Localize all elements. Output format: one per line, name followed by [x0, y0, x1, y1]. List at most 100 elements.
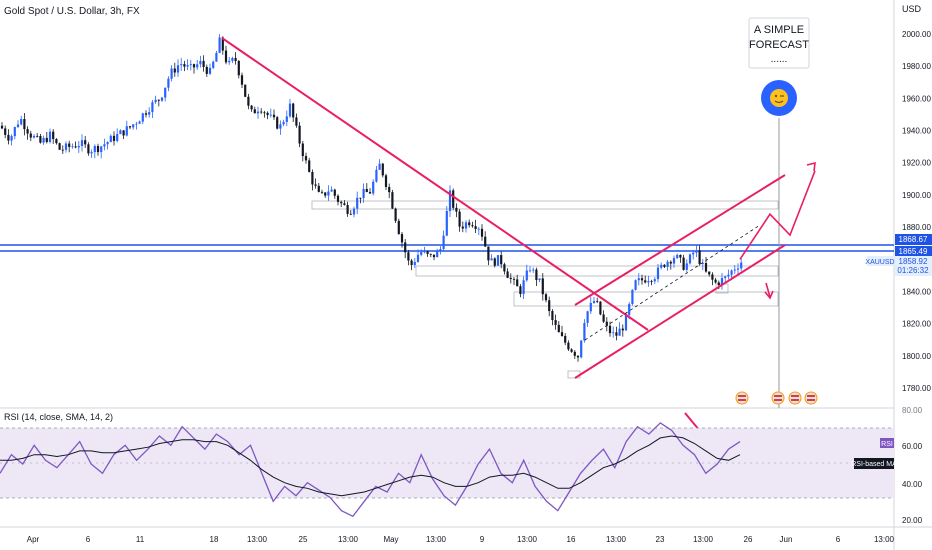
channel-lower-line[interactable] — [574, 244, 786, 379]
lower-level-badge — [895, 246, 932, 257]
candle-body — [128, 126, 132, 128]
candle-body — [26, 129, 29, 134]
candle-body — [695, 250, 698, 253]
candle-body — [477, 228, 480, 230]
candle-body — [397, 220, 400, 235]
candle-body — [282, 121, 285, 125]
time-tick-label: 6 — [836, 535, 841, 544]
us-flag-icon[interactable] — [788, 391, 802, 405]
forecast-callout: A SIMPLE FORECAST ...... — [748, 17, 810, 116]
candle-body — [586, 311, 589, 323]
forecast-line-3: ...... — [771, 54, 788, 65]
rsi-value-badge — [880, 438, 894, 448]
candle-body — [55, 139, 58, 144]
candle-body — [628, 303, 631, 315]
candle-body — [221, 37, 224, 51]
candle-body — [474, 226, 477, 230]
candle-body — [484, 236, 487, 247]
candle-body — [410, 260, 413, 266]
candle-body — [685, 263, 688, 270]
candle-body — [362, 188, 365, 198]
candle-body — [240, 75, 244, 85]
candle-body — [176, 65, 180, 73]
candle-body — [381, 163, 384, 176]
channel-midline — [584, 224, 761, 341]
candle-body — [493, 258, 496, 266]
candle-body — [288, 103, 292, 117]
candle-body — [551, 311, 554, 321]
candle-body — [116, 134, 119, 141]
candle-body — [500, 255, 503, 265]
candle-body — [448, 190, 452, 211]
candle-body — [256, 111, 260, 114]
candle-body — [624, 314, 628, 331]
candle-body — [218, 37, 221, 53]
candle-body — [557, 324, 560, 333]
candle-body — [263, 112, 266, 114]
candle-body — [349, 213, 352, 215]
candle-body — [122, 130, 125, 136]
candle-body — [420, 252, 423, 255]
candle-body — [352, 208, 356, 215]
candle-body — [653, 279, 656, 282]
zone-rectangle — [311, 200, 779, 210]
us-flag-icon[interactable] — [771, 391, 785, 405]
time-tick-label: 13:00 — [517, 535, 538, 544]
candle-body — [276, 117, 279, 129]
candle-body — [157, 99, 160, 101]
candle-body — [308, 160, 311, 172]
current-price-value: 1858.92 — [899, 257, 928, 266]
candle-body — [650, 281, 653, 282]
candle-body — [359, 197, 362, 199]
candle-body — [208, 67, 212, 74]
candle-body — [512, 278, 516, 280]
candle-body — [621, 328, 624, 331]
rsi-ma-line — [0, 435, 741, 497]
price-axis: 2000.00 1980.00 1960.00 1940.00 1920.00 1900.… — [902, 30, 931, 393]
candle-body — [509, 277, 512, 279]
candle-body — [634, 280, 637, 290]
candle-body — [320, 191, 324, 193]
candle-body — [596, 301, 599, 302]
price-tick-label: 1960.00 — [902, 94, 931, 103]
chart-title: Gold Spot / U.S. Dollar, 3h, FX — [4, 6, 140, 17]
candle-body — [384, 175, 388, 187]
us-flag-icon[interactable] — [735, 391, 749, 405]
candle-body — [644, 280, 647, 283]
candle-body — [250, 105, 253, 110]
candle-body — [672, 258, 676, 264]
candle-body — [388, 186, 391, 193]
candle-body — [32, 135, 36, 138]
candle-body — [416, 254, 420, 262]
candle-body — [487, 246, 490, 261]
rsi-indicator-label[interactable]: RSI (14, close, SMA, 14, 2) — [4, 412, 113, 422]
rsi-tick-40: 40.00 — [902, 480, 923, 489]
us-flag-icon[interactable] — [804, 391, 818, 405]
time-tick-label: Apr — [27, 535, 40, 544]
candle-body — [535, 269, 538, 281]
bullish-projection-path — [739, 170, 816, 260]
candle-body — [679, 254, 682, 258]
candle-body — [519, 286, 522, 295]
candle-body — [87, 144, 90, 154]
price-tick-label: 1820.00 — [902, 320, 931, 329]
candle-body — [311, 171, 314, 185]
candle-body — [234, 57, 237, 62]
time-tick-label: 9 — [480, 535, 485, 544]
candle-body — [554, 320, 557, 325]
channel-upper-line[interactable] — [574, 174, 786, 306]
candle-body — [228, 60, 231, 63]
candle-body — [160, 97, 164, 101]
time-tick-label: 26 — [744, 535, 753, 544]
candle-body — [733, 269, 736, 271]
candle-body — [260, 111, 263, 113]
candle-body — [64, 143, 68, 150]
descending-trendline[interactable] — [221, 37, 649, 331]
time-tick-label: 6 — [86, 535, 91, 544]
candle-body — [548, 300, 551, 312]
candle-body — [103, 144, 106, 147]
candle-body — [375, 169, 378, 182]
candle-body — [52, 131, 55, 140]
price-tick-label: 1940.00 — [902, 127, 931, 136]
candle-body — [74, 146, 77, 148]
